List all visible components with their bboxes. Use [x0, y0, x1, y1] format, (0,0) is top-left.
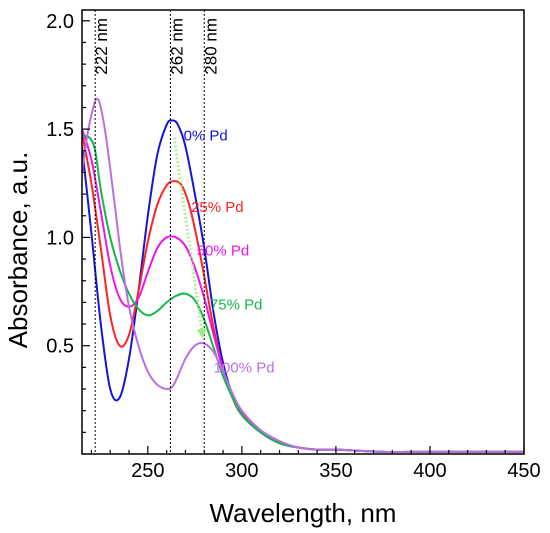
y-axis-title: Absorbance, a.u.: [3, 152, 33, 349]
trend-arrow: [172, 137, 207, 339]
x-tick-label: 300: [225, 460, 258, 482]
series-line-2: [82, 128, 524, 453]
series-line-0: [82, 119, 524, 453]
plot-frame: [81, 9, 525, 455]
reference-line-label-1: 262 nm: [167, 18, 186, 75]
spectra-curves: [82, 97, 524, 453]
x-axis: 250 300 350 400 450: [90, 446, 541, 482]
y-tick-label: 0.5: [46, 336, 74, 358]
x-tick-label: 450: [507, 460, 540, 482]
x-tick-label: 250: [131, 460, 164, 482]
series-line-4: [82, 97, 524, 453]
reference-lines: 222 nm 262 nm 280 nm: [92, 10, 220, 454]
series-line-3: [82, 134, 524, 453]
y-tick-label: 1.5: [46, 119, 74, 141]
series-label-4: 100% Pd: [214, 359, 275, 376]
y-axis: 0.5 1.0 1.5 2.0: [46, 11, 90, 433]
series-line-1: [82, 133, 524, 453]
y-tick-label: 2.0: [46, 11, 74, 33]
reference-line-label-2: 280 nm: [201, 18, 220, 75]
x-axis-title: Wavelength, nm: [210, 498, 397, 528]
y-tick-label: 1.0: [46, 227, 74, 249]
series-label-3: 75% Pd: [210, 297, 263, 314]
series-labels: 0% Pd 25% Pd 50% Pd 75% Pd 100% Pd: [184, 128, 275, 377]
x-tick-label: 400: [413, 460, 446, 482]
reference-line-label-0: 222 nm: [92, 18, 111, 75]
x-tick-label: 350: [319, 460, 352, 482]
trend-arrow-layer: [172, 137, 207, 339]
series-label-2: 50% Pd: [197, 242, 250, 259]
series-label-1: 25% Pd: [191, 199, 244, 216]
series-label-0: 0% Pd: [184, 128, 228, 145]
